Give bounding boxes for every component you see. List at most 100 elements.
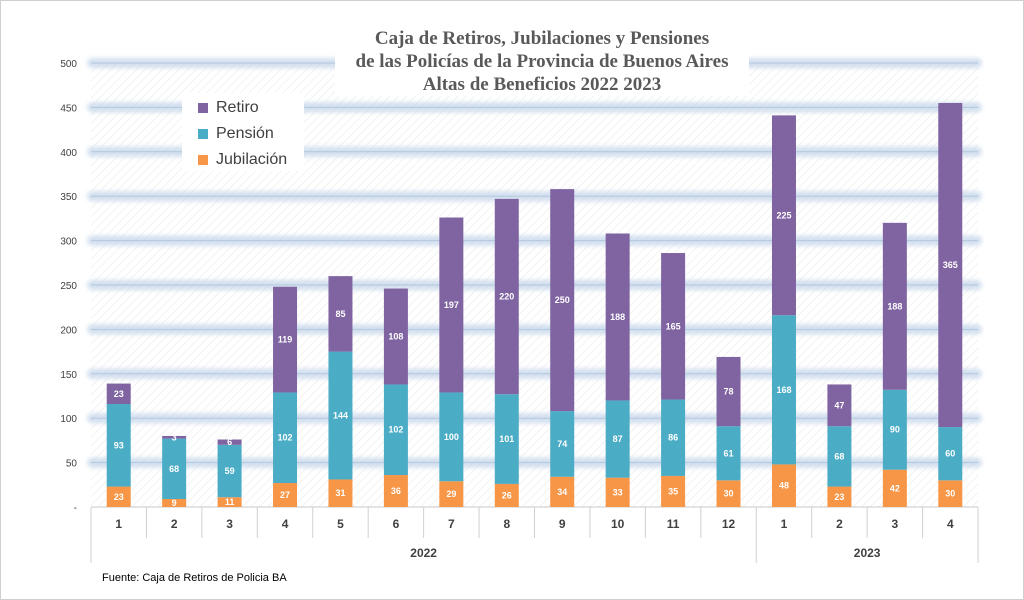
bar-segment-retiro — [494, 198, 519, 395]
bars — [106, 102, 963, 507]
data-label: 23 — [834, 492, 844, 502]
bar-segment-pension — [383, 384, 408, 476]
data-label: 100 — [444, 432, 459, 442]
chart-title-line-1: Caja de Retiros, Jubilaciones y Pensione… — [374, 28, 710, 49]
bar-segment-retiro — [162, 435, 187, 439]
y-tick-label: 500 — [60, 59, 77, 70]
bar-segment-pension — [771, 315, 796, 465]
legend-swatch-pension — [198, 129, 208, 139]
legend-item-pension: Pensión — [182, 121, 304, 147]
bar-segment-jubilacion — [217, 497, 242, 507]
data-label: 101 — [499, 434, 514, 444]
legend-label-retiro: Retiro — [216, 99, 259, 116]
bar-segment-pension — [882, 389, 907, 470]
bar-segment-retiro — [882, 222, 907, 390]
data-label: 74 — [557, 439, 567, 449]
gridlines — [87, 58, 982, 468]
bar-segment-retiro — [217, 439, 242, 445]
x-tick-label: 4 — [282, 517, 289, 531]
legend-swatch-retiro — [198, 103, 208, 113]
data-label: 168 — [776, 385, 791, 395]
bar-segment-retiro — [938, 102, 963, 428]
y-tick-label: 450 — [60, 103, 77, 114]
chart-title-line-2: de las Policías de la Provincia de Bueno… — [355, 51, 729, 72]
bar-segment-pension — [162, 438, 187, 500]
data-label: 225 — [776, 210, 791, 220]
x-tick-label: 3 — [892, 517, 899, 531]
data-label: 144 — [333, 411, 348, 421]
bar-segment-pension — [938, 427, 963, 481]
bar-segment-jubilacion — [661, 475, 686, 507]
data-label: 78 — [724, 387, 734, 397]
data-label: 36 — [391, 486, 401, 496]
x-tick-label: 9 — [559, 517, 566, 531]
legend-item-jubilacion: Jubilación — [182, 147, 304, 173]
bar-segment-pension — [605, 400, 630, 478]
bar-segment-pension — [439, 392, 464, 482]
bar-segment-retiro — [771, 115, 796, 316]
bar-segment-retiro — [328, 276, 353, 352]
data-label: 188 — [610, 312, 625, 322]
x-group-label: 2023 — [854, 546, 881, 560]
x-tick-label: 6 — [393, 517, 400, 531]
data-label: 102 — [388, 425, 403, 435]
x-tick-label: 12 — [722, 517, 736, 531]
bar-segment-jubilacion — [494, 483, 519, 507]
x-tick-label: 11 — [667, 517, 680, 531]
data-label: 165 — [666, 321, 681, 331]
bar-segment-retiro — [383, 288, 408, 385]
data-label: 48 — [779, 481, 789, 491]
bar-segment-pension — [217, 444, 242, 498]
data-label: 23 — [114, 492, 124, 502]
x-tick-label: 2 — [836, 517, 843, 531]
data-label: 90 — [890, 425, 900, 435]
bar-segment-retiro — [439, 217, 464, 393]
data-label: 23 — [114, 389, 124, 399]
bar-segment-retiro — [550, 189, 575, 412]
bar-segment-jubilacion — [106, 486, 131, 507]
legend: Retiro Pensión Jubilación — [182, 93, 304, 171]
bar-segment-jubilacion — [328, 479, 353, 507]
y-tick-label: 200 — [60, 325, 77, 336]
source-note: Fuente: Caja de Retiros de Policia BA — [102, 572, 287, 584]
y-tick-label: 150 — [60, 370, 77, 381]
chart-title-line-3: Altas de Beneficios 2022 2023 — [422, 74, 662, 95]
data-labels: 23 93 23 9 68 3 11 59 6 27 102 119 31 144 85 36 102 108 29… — [114, 210, 958, 508]
data-label: 31 — [335, 488, 345, 498]
bar-segment-pension — [494, 394, 519, 484]
y-tick-label: 100 — [60, 414, 77, 425]
data-label: 30 — [724, 489, 734, 499]
data-label: 27 — [280, 490, 290, 500]
y-tick-label: 250 — [60, 281, 77, 292]
data-label: 9 — [172, 498, 177, 508]
y-tick-label: - — [74, 503, 77, 514]
data-label: 119 — [278, 335, 293, 345]
bar-segment-pension — [716, 426, 741, 481]
bar-segment-jubilacion — [882, 469, 907, 507]
data-label: 87 — [613, 434, 623, 444]
legend-swatch-jubilacion — [198, 155, 208, 165]
data-label: 34 — [557, 487, 567, 497]
bar-segment-jubilacion — [827, 486, 852, 507]
data-label: 61 — [724, 448, 734, 458]
bar-segment-pension — [273, 392, 298, 484]
data-label: 93 — [114, 440, 124, 450]
data-label: 11 — [225, 497, 235, 507]
bar-segment-retiro — [661, 253, 686, 400]
data-label: 47 — [834, 400, 844, 410]
data-label: 85 — [335, 309, 345, 319]
bar-segment-jubilacion — [383, 475, 408, 507]
bar-segment-pension — [661, 399, 686, 476]
y-tick-label: 400 — [60, 148, 77, 159]
data-label: 35 — [668, 486, 678, 496]
bar-segment-jubilacion — [162, 499, 187, 507]
bar-segment-jubilacion — [938, 480, 963, 507]
bar-segment-retiro — [605, 233, 630, 401]
x-tick-label: 10 — [611, 517, 625, 531]
y-tick-label: 300 — [60, 237, 77, 248]
bar-segment-pension — [106, 403, 131, 487]
bar-segment-jubilacion — [273, 483, 298, 507]
bar-segment-retiro — [106, 383, 131, 404]
data-label: 6 — [227, 437, 232, 447]
